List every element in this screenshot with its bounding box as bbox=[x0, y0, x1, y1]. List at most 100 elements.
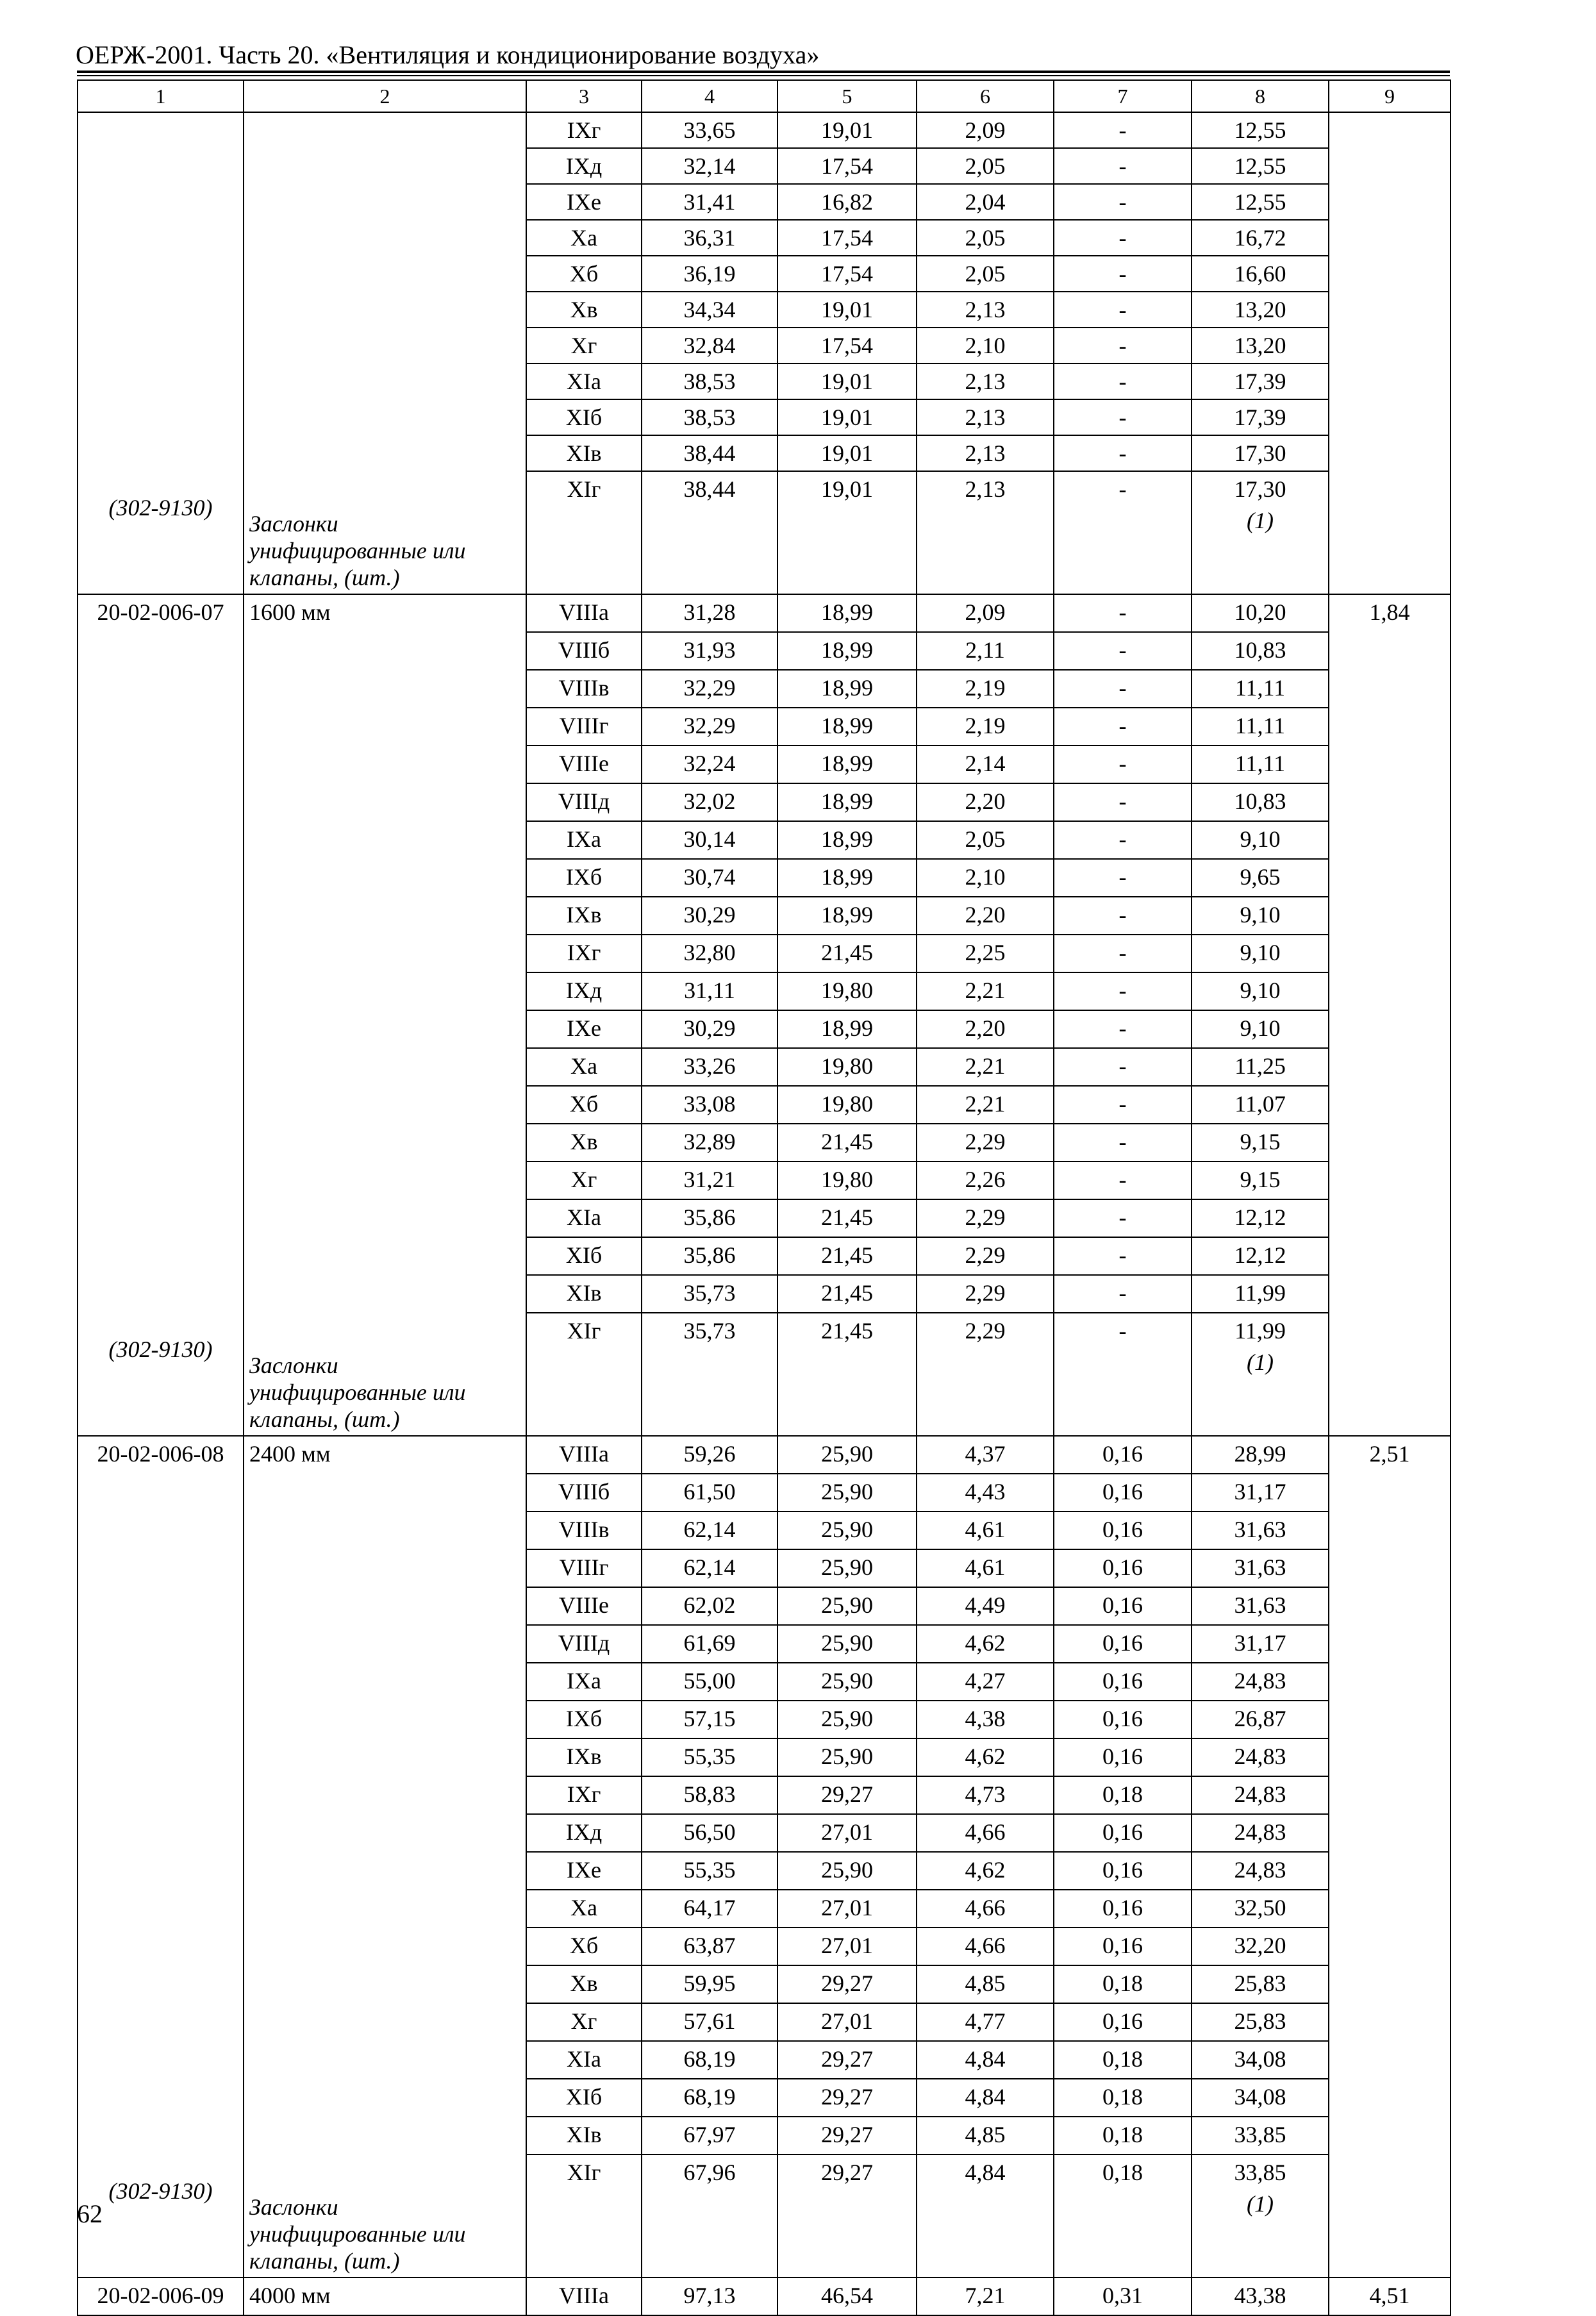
cell-value: XIб bbox=[565, 404, 603, 430]
cell-col-3: IXв bbox=[526, 1738, 642, 1777]
cell-col-3: VIIIд bbox=[526, 783, 642, 822]
header-rule-thin bbox=[77, 75, 1450, 76]
cell-value: 4,66 bbox=[965, 1895, 1006, 1920]
cell-value: - bbox=[1118, 261, 1127, 287]
cell-col-4: 33,26 bbox=[641, 1047, 778, 1087]
table-row: IXе 55,35 25,90 4,62 0,16 24,83 bbox=[78, 1851, 1451, 1890]
table-row: VIIIв 62,14 25,90 4,61 0,16 31,63 bbox=[78, 1511, 1451, 1550]
cell-value: 25,90 bbox=[821, 1592, 873, 1618]
cell-value: 25,83 bbox=[1234, 2008, 1286, 2034]
cell-value: - bbox=[1118, 713, 1127, 738]
cell-value: 0,16 bbox=[1102, 1857, 1143, 1883]
cell-value: 36,19 bbox=[683, 261, 736, 287]
cell-value: 61,69 bbox=[683, 1630, 736, 1656]
cell-value: VIIIе bbox=[559, 1592, 609, 1618]
cell-value: 21,45 bbox=[821, 940, 873, 965]
cell-col-5: 25,90 bbox=[777, 1473, 917, 1512]
cell-value: 33,65 bbox=[683, 117, 736, 143]
cell-col-7: 0,16 bbox=[1053, 1700, 1192, 1739]
cell-col-3: XIг bbox=[526, 2154, 642, 2278]
cell-value: 2,14 bbox=[965, 751, 1006, 776]
cell-col-6: 2,10 bbox=[916, 858, 1054, 897]
cell-value: 2,29 bbox=[965, 1129, 1006, 1154]
cell-col-8: 9,10 bbox=[1191, 821, 1329, 860]
cell-value: 16,82 bbox=[821, 189, 873, 215]
table-row: XIб 38,53 19,01 2,13 - 17,39 bbox=[78, 399, 1451, 436]
cell-value: 2,25 bbox=[965, 940, 1006, 965]
cell-value: 2,10 bbox=[965, 333, 1006, 358]
cell-col-4: 32,89 bbox=[641, 1123, 778, 1162]
cell-col-5: 19,01 bbox=[777, 399, 917, 436]
cell-value: - bbox=[1118, 153, 1127, 179]
cell-value: 59,95 bbox=[683, 1970, 736, 1996]
cell-col-5: 18,99 bbox=[777, 707, 917, 746]
cell-value: 35,73 bbox=[683, 1280, 736, 1306]
cell-value: 9,10 bbox=[1240, 826, 1281, 852]
resource-name-line: клапаны, (шт.) bbox=[249, 2248, 400, 2274]
cell-col-8: 17,39 bbox=[1191, 363, 1329, 400]
cell-col-4: 32,80 bbox=[641, 934, 778, 973]
cell-value: 18,99 bbox=[821, 826, 873, 852]
resource-code: (302-9130) bbox=[108, 2178, 213, 2204]
cell-value: 9,10 bbox=[1240, 1015, 1281, 1041]
position-name-cell: 4000 мм bbox=[243, 2277, 527, 2316]
cell-value: 31,63 bbox=[1234, 1554, 1286, 1580]
cell-col-3: Xб bbox=[526, 1085, 642, 1124]
column-number-cell: 1 bbox=[77, 79, 244, 113]
cell-value: 2,29 bbox=[965, 1318, 1006, 1344]
cell-col-3: VIIIа bbox=[526, 1435, 642, 1474]
cell-col-7: 0,16 bbox=[1053, 1662, 1192, 1701]
cell-col-7: 0,16 bbox=[1053, 1549, 1192, 1588]
cell-value: 19,01 bbox=[821, 440, 873, 466]
cell-value: Xб bbox=[569, 1091, 599, 1117]
cell-value: Xб bbox=[569, 261, 599, 287]
cell-value: VIIIд bbox=[558, 788, 610, 814]
table-row: IXг 58,83 29,27 4,73 0,18 24,83 bbox=[78, 1776, 1451, 1815]
cell-value: 4,84 bbox=[965, 2160, 1006, 2185]
table-row: VIIIв 32,29 18,99 2,19 - 11,11 bbox=[78, 669, 1451, 708]
cell-col-6: 2,13 bbox=[916, 399, 1054, 436]
cell-col-6: 4,37 bbox=[916, 1435, 1054, 1474]
cell-value: 2,20 bbox=[965, 1015, 1006, 1041]
cell-value: 0,16 bbox=[1102, 1592, 1143, 1618]
col9-cell: 1,84 bbox=[1328, 594, 1451, 1437]
cell-col-6: 2,29 bbox=[916, 1199, 1054, 1238]
cell-value: IXв bbox=[566, 1744, 602, 1769]
cell-value: IXг bbox=[567, 117, 601, 143]
cell-value: 21,45 bbox=[821, 1129, 873, 1154]
cell-value: 25,90 bbox=[821, 1441, 873, 1467]
cell-col-7: - bbox=[1053, 594, 1192, 633]
cell-col-8: 9,65 bbox=[1191, 858, 1329, 897]
cell-col-8: 31,63 bbox=[1191, 1587, 1329, 1626]
cell-value: 4,73 bbox=[965, 1781, 1006, 1807]
cell-value: 62,14 bbox=[683, 1554, 736, 1580]
cell-col-6: 4,77 bbox=[916, 2003, 1054, 2042]
cell-value: - bbox=[1118, 978, 1127, 1003]
cell-col-6: 4,66 bbox=[916, 1927, 1054, 1966]
cell-col-7: 0,16 bbox=[1053, 1889, 1192, 1928]
cell-col-3: Xг bbox=[526, 327, 642, 364]
cell-col-7: - bbox=[1053, 1010, 1192, 1049]
cell-value: 57,61 bbox=[683, 2008, 736, 2034]
col9-value: 4,51 bbox=[1369, 2283, 1410, 2308]
cell-value: 55,00 bbox=[683, 1668, 736, 1694]
cell-col-3: XIа bbox=[526, 1199, 642, 1238]
cell-value: 11,25 bbox=[1234, 1053, 1286, 1079]
cell-value: VIIIв bbox=[558, 675, 610, 701]
table-row: Xв 59,95 29,27 4,85 0,18 25,83 bbox=[78, 1965, 1451, 2004]
cell-col-3: IXе bbox=[526, 1010, 642, 1049]
cell-value: 30,74 bbox=[683, 864, 736, 890]
cell-value: 18,99 bbox=[821, 675, 873, 701]
cell-col-7: - bbox=[1053, 1161, 1192, 1200]
cell-col-4: 68,19 bbox=[641, 2040, 778, 2079]
estimate-table: 1 2 3 4 5 6 7 8 9 (302-9130) Заслонки унифицированн… bbox=[77, 79, 1451, 2316]
col9-cell bbox=[1328, 112, 1451, 595]
cell-value: 31,17 bbox=[1234, 1479, 1286, 1504]
cell-col-4: 67,96 bbox=[641, 2154, 778, 2278]
cell-value: 4,38 bbox=[965, 1706, 1006, 1731]
cell-value: 2,11 bbox=[965, 637, 1005, 663]
cell-col-3: IXг bbox=[526, 934, 642, 973]
cell-col-3: IXг bbox=[526, 112, 642, 149]
position-name-cell: 1600 мм Заслонки унифицированные или клапан… bbox=[243, 594, 527, 1437]
cell-col-5: 16,82 bbox=[777, 183, 917, 221]
